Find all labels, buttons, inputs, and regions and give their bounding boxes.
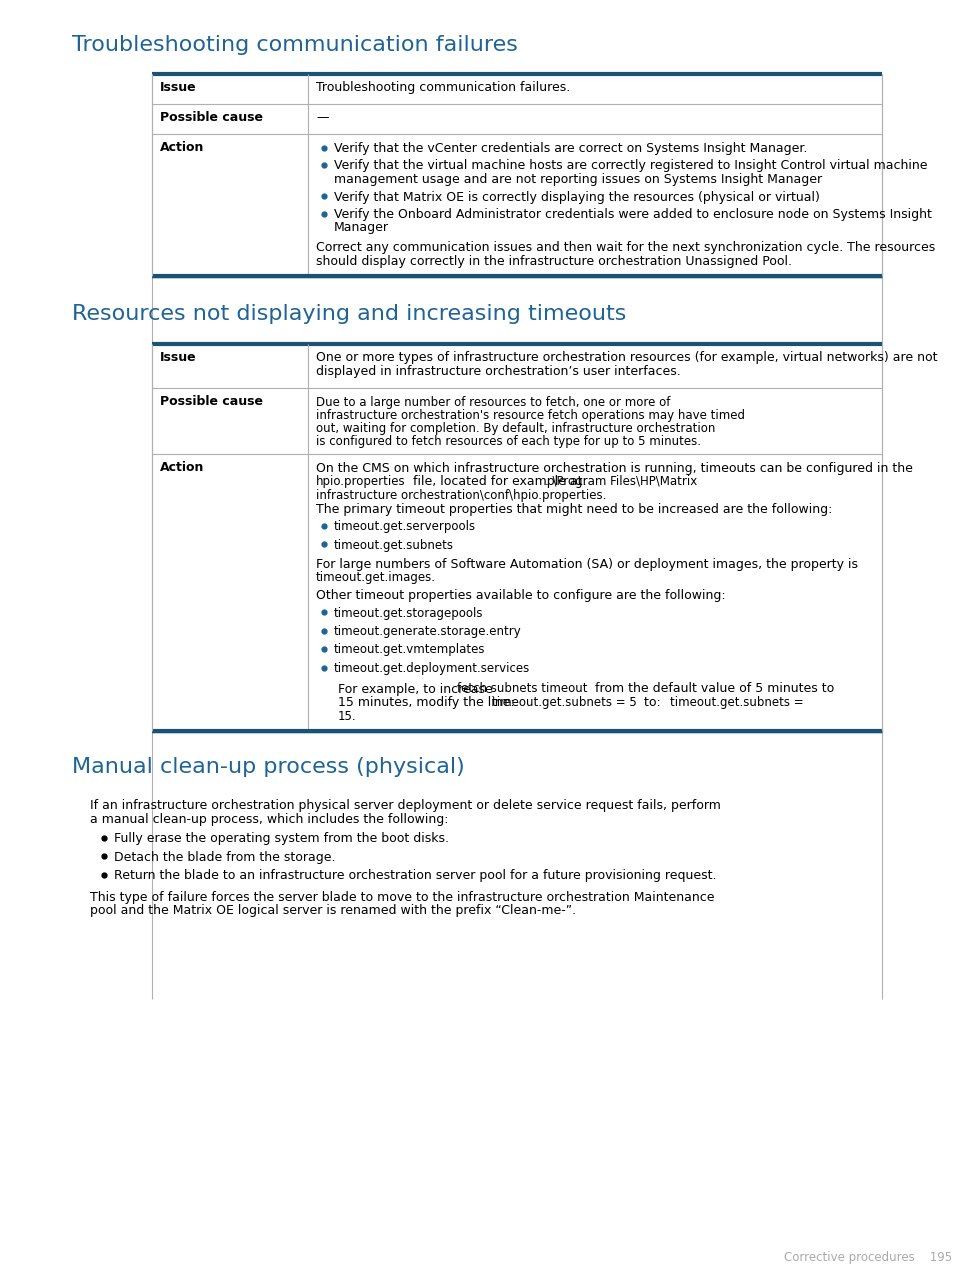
Text: The primary timeout properties that might need to be increased are the following: The primary timeout properties that migh…: [315, 502, 832, 516]
Text: 15 minutes, modify the line:: 15 minutes, modify the line:: [337, 697, 518, 709]
Text: should display correctly in the infrastructure orchestration Unassigned Pool.: should display correctly in the infrastr…: [315, 254, 791, 267]
Text: Detach the blade from the storage.: Detach the blade from the storage.: [113, 850, 335, 863]
Text: This type of failure forces the server blade to move to the infrastructure orche: This type of failure forces the server b…: [90, 891, 714, 904]
Text: ..\Program Files\HP\Matrix: ..\Program Files\HP\Matrix: [544, 475, 697, 488]
Text: On the CMS on which infrastructure orchestration is running, timeouts can be con: On the CMS on which infrastructure orche…: [315, 461, 912, 475]
Text: infrastructure orchestration\conf\hpio.properties.: infrastructure orchestration\conf\hpio.p…: [315, 489, 606, 502]
Text: timeout.get.deployment.services: timeout.get.deployment.services: [334, 662, 530, 675]
Text: infrastructure orchestration's resource fetch operations may have timed: infrastructure orchestration's resource …: [315, 409, 744, 422]
Text: Possible cause: Possible cause: [160, 111, 263, 125]
Text: timeout.get.subnets: timeout.get.subnets: [334, 539, 454, 552]
Text: management usage and are not reporting issues on Systems Insight Manager: management usage and are not reporting i…: [334, 173, 821, 186]
Text: One or more types of infrastructure orchestration resources (for example, virtua: One or more types of infrastructure orch…: [315, 351, 937, 364]
Text: timeout.get.images.: timeout.get.images.: [315, 572, 436, 585]
Text: from the default value of 5 minutes to: from the default value of 5 minutes to: [590, 683, 833, 695]
Text: Due to a large number of resources to fetch, one or more of: Due to a large number of resources to fe…: [315, 397, 670, 409]
Text: Action: Action: [160, 461, 204, 474]
Text: Issue: Issue: [160, 81, 196, 94]
Text: timeout.generate.storage.entry: timeout.generate.storage.entry: [334, 625, 521, 638]
Text: Verify that the virtual machine hosts are correctly registered to Insight Contro: Verify that the virtual machine hosts ar…: [334, 159, 926, 173]
Text: a manual clean-up process, which includes the following:: a manual clean-up process, which include…: [90, 812, 448, 825]
Text: Return the blade to an infrastructure orchestration server pool for a future pro: Return the blade to an infrastructure or…: [113, 869, 716, 882]
Text: For large numbers of Software Automation (SA) or deployment images, the property: For large numbers of Software Automation…: [315, 558, 857, 571]
Text: out, waiting for completion. By default, infrastructure orchestration: out, waiting for completion. By default,…: [315, 422, 715, 435]
Text: hpio.properties: hpio.properties: [315, 475, 405, 488]
Text: Resources not displaying and increasing timeouts: Resources not displaying and increasing …: [71, 304, 626, 324]
Text: If an infrastructure orchestration physical server deployment or delete service : If an infrastructure orchestration physi…: [90, 799, 720, 812]
Text: Troubleshooting communication failures: Troubleshooting communication failures: [71, 36, 517, 55]
Text: Possible cause: Possible cause: [160, 395, 263, 408]
Text: fetch subnets timeout: fetch subnets timeout: [456, 683, 587, 695]
Text: Corrective procedures    195: Corrective procedures 195: [783, 1251, 951, 1263]
Text: Troubleshooting communication failures.: Troubleshooting communication failures.: [315, 81, 570, 94]
Text: to:: to:: [639, 697, 664, 709]
Text: Other timeout properties available to configure are the following:: Other timeout properties available to co…: [315, 588, 725, 602]
Text: is configured to fetch resources of each type for up to 5 minutes.: is configured to fetch resources of each…: [315, 435, 700, 447]
Text: timeout.get.vmtemplates: timeout.get.vmtemplates: [334, 643, 485, 657]
Text: Fully erase the operating system from the boot disks.: Fully erase the operating system from th…: [113, 833, 449, 845]
Text: Manager: Manager: [334, 221, 389, 235]
Text: 15.: 15.: [337, 709, 356, 722]
Text: Verify that the vCenter credentials are correct on Systems Insight Manager.: Verify that the vCenter credentials are …: [334, 142, 806, 155]
Text: timeout.get.subnets = 5: timeout.get.subnets = 5: [492, 697, 636, 709]
Text: For example, to increase: For example, to increase: [337, 683, 497, 695]
Text: timeout.get.subnets =: timeout.get.subnets =: [669, 697, 802, 709]
Text: file, located for example at:: file, located for example at:: [409, 475, 590, 488]
Text: Action: Action: [160, 141, 204, 154]
Text: displayed in infrastructure orchestration’s user interfaces.: displayed in infrastructure orchestratio…: [315, 365, 680, 377]
Text: pool and the Matrix OE logical server is renamed with the prefix “Clean-me-”.: pool and the Matrix OE logical server is…: [90, 904, 576, 916]
Text: Verify the Onboard Administrator credentials were added to enclosure node on Sys: Verify the Onboard Administrator credent…: [334, 208, 931, 221]
Text: Manual clean-up process (physical): Manual clean-up process (physical): [71, 758, 464, 777]
Text: Issue: Issue: [160, 351, 196, 364]
Text: Verify that Matrix OE is correctly displaying the resources (physical or virtual: Verify that Matrix OE is correctly displ…: [334, 191, 819, 203]
Text: —: —: [315, 111, 328, 125]
Text: timeout.get.storagepools: timeout.get.storagepools: [334, 606, 483, 619]
Text: timeout.get.serverpools: timeout.get.serverpools: [334, 520, 476, 533]
Text: Correct any communication issues and then wait for the next synchronization cycl: Correct any communication issues and the…: [315, 241, 934, 254]
